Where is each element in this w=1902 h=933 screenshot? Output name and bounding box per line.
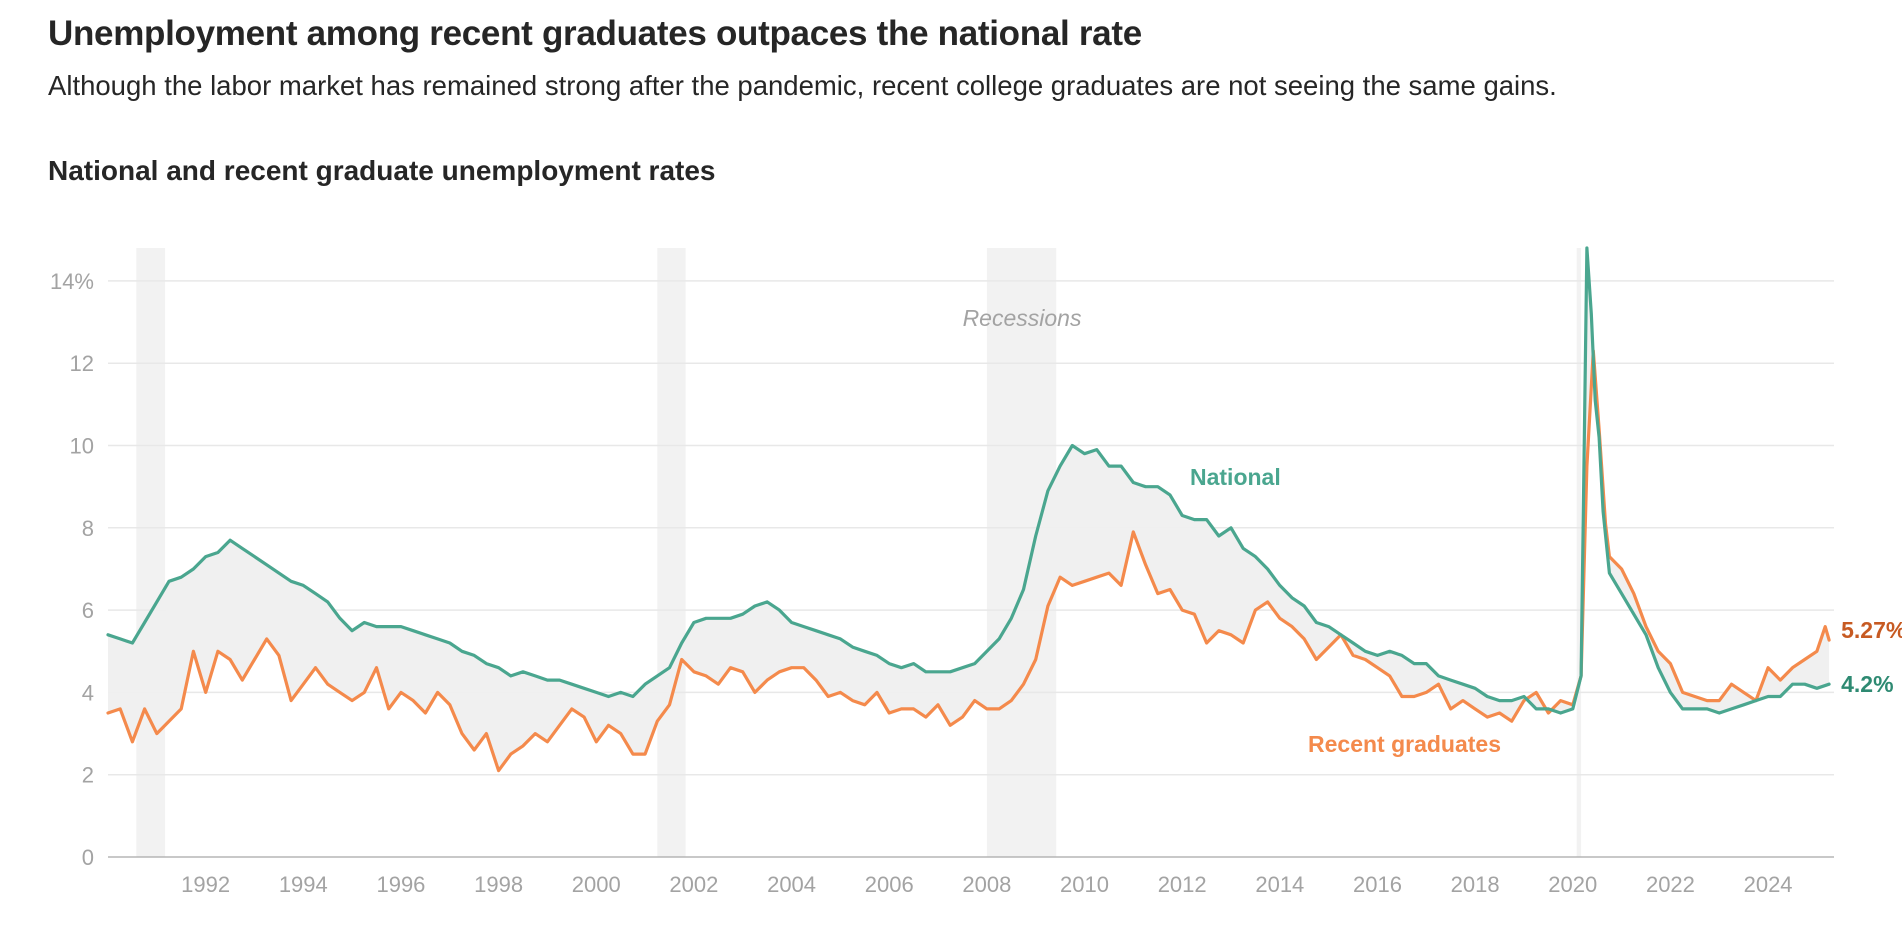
chart-title: National and recent graduate unemploymen…	[48, 155, 716, 186]
x-tick-label-2002: 2002	[669, 872, 718, 897]
y-tick-label-14: 14%	[50, 269, 94, 294]
x-tick-label-2000: 2000	[572, 872, 621, 897]
x-tick-label-2018: 2018	[1451, 872, 1500, 897]
national-line	[106, 246, 1831, 715]
recession-band-2	[657, 248, 686, 857]
y-tick-label-6: 6	[82, 598, 94, 623]
x-tick-label-1998: 1998	[474, 872, 523, 897]
chart-subtitle: Although the labor market has remained s…	[48, 70, 1557, 101]
x-tick-label-2012: 2012	[1158, 872, 1207, 897]
national-series-label: National	[1190, 464, 1281, 490]
x-tick-label-2010: 2010	[1060, 872, 1109, 897]
x-tick-label-2014: 2014	[1255, 872, 1304, 897]
y-tick-label-8: 8	[82, 516, 94, 541]
y-tick-label-12: 12	[70, 351, 94, 376]
chart-headline: Unemployment among recent graduates outp…	[48, 14, 1142, 53]
recessions-label: Recessions	[963, 305, 1082, 331]
annotations: Recessions National Recent graduates 5.27% 4…	[963, 305, 1902, 757]
national-end-label: 4.2%	[1841, 671, 1893, 697]
recent-graduates-series-label: Recent graduates	[1308, 731, 1501, 757]
x-tick-label-2004: 2004	[767, 872, 816, 897]
x-tick-label-2008: 2008	[962, 872, 1011, 897]
y-tick-label-2: 2	[82, 763, 94, 788]
x-tick-label-2022: 2022	[1646, 872, 1695, 897]
x-tick-label-2020: 2020	[1548, 872, 1597, 897]
x-tick-label-1992: 1992	[181, 872, 230, 897]
x-tick-label-1994: 1994	[279, 872, 328, 897]
recession-band-4	[1576, 248, 1582, 857]
y-tick-label-10: 10	[70, 434, 94, 459]
recession-band-1	[136, 248, 166, 857]
y-tick-label-4: 4	[82, 680, 94, 705]
x-tick-label-2006: 2006	[865, 872, 914, 897]
y-tick-label-0: 0	[82, 845, 94, 870]
x-tick-label-1996: 1996	[376, 872, 425, 897]
series-lines	[106, 246, 1831, 773]
recent-graduates-end-label: 5.27%	[1841, 617, 1902, 643]
axes: 0 2 4 6 8 10 12 14% 1992 1994 1996 1998 2000 2002 2004…	[50, 269, 1834, 897]
x-tick-label-2024: 2024	[1744, 872, 1793, 897]
x-tick-label-2016: 2016	[1353, 872, 1402, 897]
recession-bands	[136, 248, 1582, 857]
